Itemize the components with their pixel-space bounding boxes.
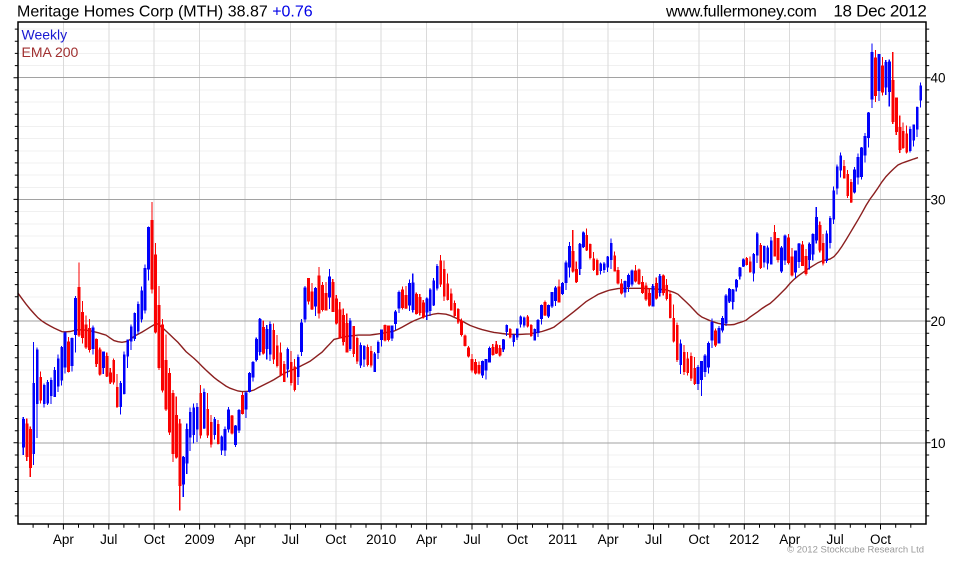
svg-text:Oct: Oct <box>144 532 165 547</box>
svg-text:Jul: Jul <box>826 532 843 547</box>
svg-text:20: 20 <box>931 314 946 329</box>
svg-text:Oct: Oct <box>688 532 709 547</box>
svg-text:Apr: Apr <box>234 532 256 547</box>
svg-text:Jul: Jul <box>463 532 480 547</box>
svg-text:www.fullermoney.com: www.fullermoney.com <box>665 4 817 21</box>
svg-text:Meritage Homes Corp (MTH) 38.8: Meritage Homes Corp (MTH) 38.87 +0.76 <box>17 4 313 21</box>
svg-text:Apr: Apr <box>598 532 620 547</box>
svg-text:Jul: Jul <box>100 532 117 547</box>
svg-text:2011: 2011 <box>548 532 577 547</box>
svg-text:Jul: Jul <box>282 532 299 547</box>
svg-text:18 Dec 2012: 18 Dec 2012 <box>833 2 926 21</box>
svg-text:Apr: Apr <box>416 532 438 547</box>
svg-text:EMA 200: EMA 200 <box>22 44 79 60</box>
svg-text:Oct: Oct <box>870 532 891 547</box>
svg-text:Oct: Oct <box>507 532 528 547</box>
svg-text:2012: 2012 <box>729 532 759 547</box>
svg-text:Jul: Jul <box>645 532 662 547</box>
svg-text:10: 10 <box>931 436 946 451</box>
svg-text:40: 40 <box>931 71 946 86</box>
svg-text:Weekly: Weekly <box>22 27 68 43</box>
svg-text:2009: 2009 <box>185 532 215 547</box>
svg-text:30: 30 <box>931 192 946 207</box>
svg-text:Apr: Apr <box>53 532 75 547</box>
svg-text:Apr: Apr <box>779 532 801 547</box>
svg-text:2010: 2010 <box>366 532 396 547</box>
svg-text:© 2012 Stockcube Research Ltd: © 2012 Stockcube Research Ltd <box>787 545 924 556</box>
svg-text:Oct: Oct <box>325 532 346 547</box>
